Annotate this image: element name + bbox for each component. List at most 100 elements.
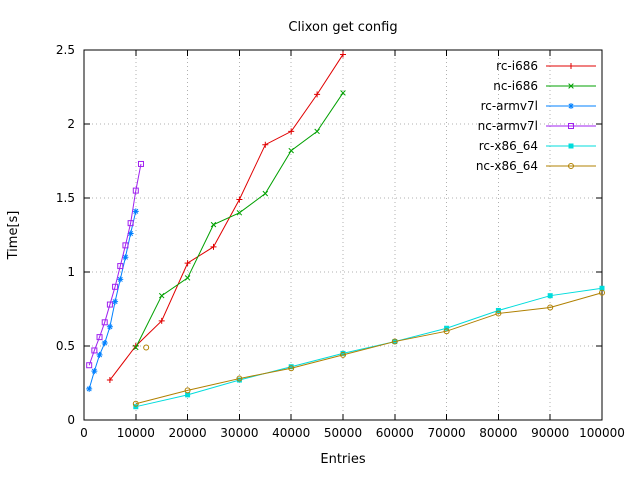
- x-tick-label: 100000: [579, 426, 625, 440]
- series-line-nc-armv7l: [88, 163, 142, 366]
- point-marker-square-open: [122, 242, 129, 249]
- legend-label-rc-i686: rc-i686: [496, 59, 538, 73]
- legend-label-rc-x86_64: rc-x86_64: [479, 139, 538, 153]
- series-line-rc-armv7l: [88, 211, 137, 390]
- series-nc-x86_64: [132, 289, 605, 407]
- point-marker-plus: [236, 196, 243, 203]
- series-nc-armv7l: [86, 160, 144, 369]
- point-marker-square-open: [96, 334, 103, 341]
- point-marker-plus: [210, 243, 217, 250]
- point-marker-square-open: [86, 362, 93, 369]
- point-marker-plus: [340, 51, 346, 58]
- point-marker-circle-open: [236, 375, 243, 382]
- point-marker-circle-open: [599, 289, 605, 296]
- legend-label-nc-i686: nc-i686: [493, 79, 538, 93]
- point-marker-asterisk: [112, 298, 119, 305]
- point-marker-plus: [184, 260, 191, 267]
- point-marker-circle-open: [340, 351, 346, 358]
- series-nc-i686: [133, 90, 346, 351]
- point-marker-x: [568, 83, 574, 89]
- y-axis-label: Time[s]: [6, 211, 21, 261]
- series-rc-i686: [106, 51, 346, 384]
- point-marker-x: [314, 128, 320, 135]
- point-marker-plus: [314, 91, 321, 98]
- series-rc-x86_64: [133, 285, 605, 410]
- point-marker-asterisk: [117, 276, 124, 283]
- point-marker-square-filled: [236, 377, 242, 383]
- x-tick-label: 50000: [324, 426, 362, 440]
- point-marker-circle-open: [568, 163, 574, 169]
- point-marker-square-open: [127, 220, 134, 227]
- point-marker-square-filled: [340, 350, 346, 356]
- legend-label-rc-armv7l: rc-armv7l: [481, 99, 538, 113]
- point-marker-circle-open: [495, 310, 502, 317]
- chart-title: Clixon get config: [288, 20, 397, 35]
- point-marker-square-open: [568, 123, 574, 129]
- legend-label-nc-armv7l: nc-armv7l: [478, 119, 538, 133]
- y-tick-label: 2: [67, 117, 75, 131]
- point-marker-square-open: [132, 187, 139, 194]
- point-marker-x: [262, 190, 269, 197]
- point-marker-square-open: [112, 283, 119, 290]
- grid: [84, 50, 602, 420]
- point-marker-asterisk: [96, 351, 103, 358]
- series-line-rc-i686: [109, 54, 344, 381]
- point-marker-square-open: [106, 301, 113, 308]
- series-rc-armv7l: [86, 208, 139, 392]
- y-tick-label: 1: [67, 265, 75, 279]
- point-marker-x: [184, 275, 191, 281]
- point-marker-plus: [106, 377, 113, 384]
- point-marker-square-open: [117, 263, 124, 270]
- point-marker-circle-open: [547, 304, 554, 311]
- point-marker-asterisk: [122, 254, 129, 261]
- point-marker-asterisk: [101, 340, 108, 347]
- series-line-rc-x86_64: [135, 287, 603, 408]
- point-marker-circle-open: [132, 400, 139, 407]
- x-tick-label: 40000: [272, 426, 310, 440]
- point-marker-square-filled: [599, 285, 605, 291]
- point-marker-circle-open: [288, 365, 295, 372]
- series-line-nc-x86_64: [135, 292, 603, 405]
- y-tick-label: 1.5: [56, 191, 75, 205]
- point-marker-x: [133, 344, 139, 351]
- point-marker-plus: [568, 63, 574, 69]
- y-tick-label: 0.5: [56, 339, 75, 353]
- point-marker-square-filled: [568, 143, 574, 149]
- point-marker-square-open: [91, 347, 98, 354]
- tick-labels: 0 10000 20000 30000 40000 50000 60000 70000 8000…: [56, 43, 625, 440]
- axis-ticks: [83, 49, 603, 421]
- point-marker-asterisk: [106, 323, 113, 330]
- legend-label-nc-x86_64: nc-x86_64: [476, 159, 538, 173]
- point-marker-plus: [262, 141, 269, 148]
- point-marker-x: [288, 147, 294, 154]
- x-tick-label: 30000: [220, 426, 258, 440]
- point-marker-circle-open: [184, 387, 191, 394]
- point-marker-circle-open: [391, 338, 398, 345]
- point-marker-x: [236, 210, 243, 216]
- point-marker-circle-open: [143, 344, 150, 351]
- legend: rc-i686 nc-i686 rc-armv7l nc-armv7l rc-x86_6…: [476, 59, 596, 173]
- point-marker-x: [340, 90, 346, 96]
- x-axis-label: Entries: [320, 452, 366, 467]
- point-marker-square-open: [137, 160, 144, 167]
- x-tick-label: 70000: [428, 426, 466, 440]
- point-marker-circle-open: [443, 328, 450, 335]
- point-marker-square-filled: [288, 364, 294, 370]
- point-marker-asterisk: [127, 230, 134, 237]
- point-marker-square-open: [101, 319, 108, 326]
- point-marker-plus: [288, 128, 295, 135]
- y-tick-label: 2.5: [56, 43, 75, 57]
- x-tick-label: 80000: [479, 426, 517, 440]
- x-tick-label: 60000: [376, 426, 414, 440]
- point-marker-plus: [158, 317, 165, 324]
- x-tick-label: 10000: [117, 426, 155, 440]
- point-marker-asterisk: [132, 208, 139, 215]
- point-marker-asterisk: [86, 385, 93, 392]
- point-marker-x: [210, 221, 217, 228]
- point-marker-x: [158, 292, 165, 299]
- point-marker-asterisk: [568, 103, 574, 109]
- point-marker-square-filled: [185, 392, 191, 398]
- y-tick-label: 0: [67, 413, 75, 427]
